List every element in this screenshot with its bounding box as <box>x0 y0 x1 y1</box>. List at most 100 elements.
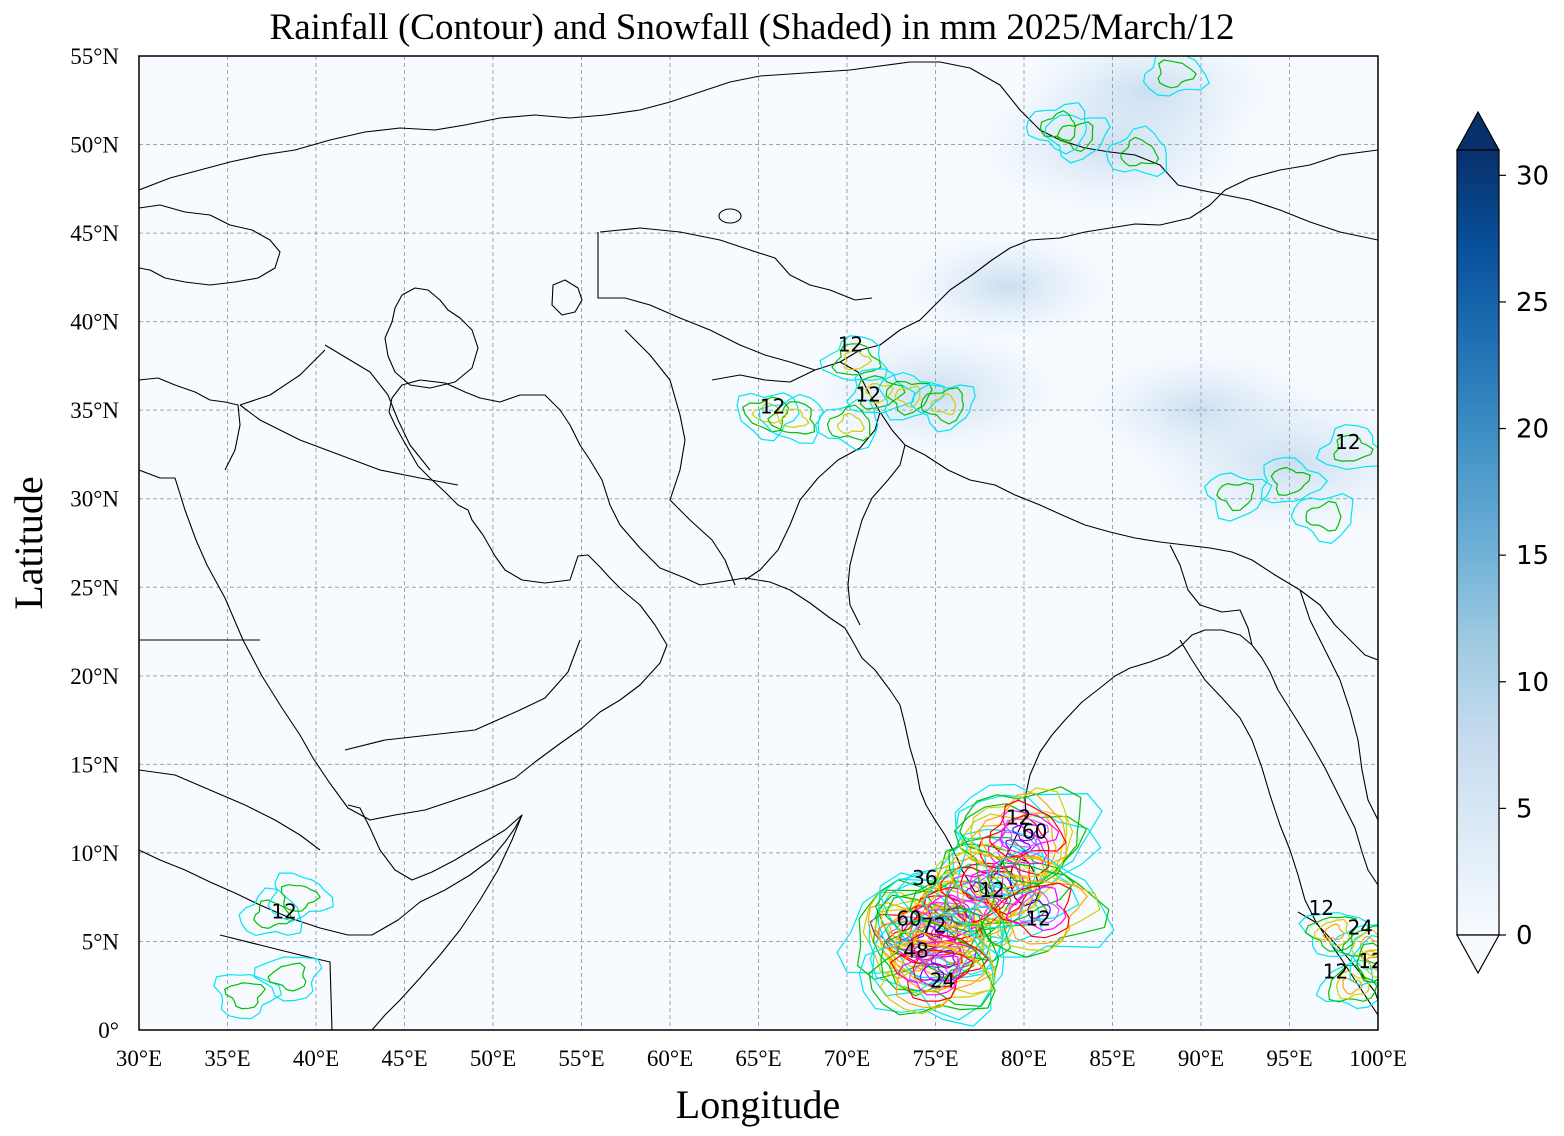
border-syria-iraq <box>239 349 326 406</box>
x-tick-label: 100°E <box>1349 1046 1407 1071</box>
rainfall-contour-line <box>890 949 974 1002</box>
gridlines <box>139 56 1378 1030</box>
x-tick-label: 90°E <box>1178 1046 1224 1071</box>
rainfall-contour-line <box>1315 424 1378 471</box>
rainfall-contour-line <box>1105 125 1168 178</box>
border-himalaya <box>904 444 1378 661</box>
contour-label: 12 <box>1335 430 1360 454</box>
rainfall-contour-line <box>912 940 977 982</box>
contour-label: 12 <box>856 382 881 406</box>
rainfall-contour-line <box>1327 964 1378 1003</box>
coastline-bay-bengal-myanmar <box>1179 639 1378 1016</box>
x-tick-label: 65°E <box>735 1046 781 1071</box>
x-axis-label: Longitude <box>676 1082 840 1127</box>
rainfall-contour-line <box>894 385 921 408</box>
colorbar-tick-label: 10 <box>1516 668 1549 698</box>
rainfall-contour-line <box>1341 925 1378 964</box>
border-afghanistan-pakistan <box>711 361 881 581</box>
rainfall-contour-line <box>909 957 952 990</box>
rainfall-contour-line <box>1290 492 1354 544</box>
colorbar-tick-label: 20 <box>1516 415 1549 445</box>
rainfall-contour-line <box>897 953 959 996</box>
rainfall-contour-line <box>280 884 321 912</box>
coastline-mediterranean <box>139 377 241 471</box>
x-tick-label: 70°E <box>824 1046 870 1071</box>
x-axis-ticks: 30°E 35°E 40°E 45°E 50°E 55°E 60°E 65°E 70°E 75°E… <box>116 1046 1407 1071</box>
rainfall-contour-line <box>858 911 994 1027</box>
colorbar-tick-label: 30 <box>1516 161 1549 191</box>
rainfall-contour-line <box>253 899 294 930</box>
rainfall-contour-line <box>826 404 871 442</box>
coastline-somalia-south <box>371 814 523 1030</box>
coastline-black-sea <box>139 204 281 286</box>
rainfall-contour-line <box>984 874 1101 952</box>
rainfall-contour-line <box>758 393 824 444</box>
border-saudi-north <box>239 404 459 486</box>
contour-label: 12 <box>838 333 863 357</box>
y-tick-label: 20°N <box>70 664 119 689</box>
contour-label: 12 <box>979 878 1004 902</box>
rainfall-contour-line <box>1039 110 1077 142</box>
colorbar-tick-label: 0 <box>1516 921 1533 951</box>
colorbar-tick-label: 5 <box>1516 794 1533 824</box>
rainfall-contour-line <box>742 396 790 433</box>
border-india-bangladesh <box>1169 544 1253 646</box>
coastline-india-east <box>1024 629 1378 886</box>
y-tick-label: 5°N <box>82 929 120 954</box>
y-tick-label: 35°N <box>70 398 119 423</box>
rainfall-contour-line <box>819 335 889 382</box>
contour-label: 12 <box>1025 907 1050 931</box>
border-iran-afghanistan <box>624 329 736 586</box>
rainfall-contour-line <box>778 408 810 429</box>
rainfall-contour-line <box>857 375 906 410</box>
rainfall-contour-line <box>945 843 1061 926</box>
y-tick-label: 10°N <box>70 841 119 866</box>
rainfall-contour-line <box>896 918 962 961</box>
rainfall-contour-line <box>1018 891 1060 924</box>
rainfall-contour-line <box>1322 923 1345 941</box>
rainfall-contour-line <box>1005 885 1067 932</box>
rainfall-contour-line <box>989 799 1067 858</box>
rainfall-contour-line <box>954 783 1103 893</box>
rainfall-contour-line <box>1342 977 1363 996</box>
rainfall-contour-line <box>894 836 1043 943</box>
x-tick-label: 45°E <box>381 1046 427 1071</box>
rainfall-contour-line <box>978 792 1067 865</box>
rainfall-contour-line <box>1335 970 1370 1000</box>
border-kazakh-russia <box>139 61 1179 191</box>
rainfall-contour-line <box>1304 916 1358 952</box>
rainfall-contour-line <box>1157 59 1197 89</box>
y-tick-label: 25°N <box>70 575 119 600</box>
rainfall-contours <box>213 56 1378 1027</box>
coastline-persian-gulf-iran <box>388 379 901 706</box>
rainfall-contour-line <box>1004 818 1050 848</box>
rainfall-contour-line <box>1359 935 1378 954</box>
rainfall-contour-line <box>1142 56 1210 97</box>
rainfall-contour-line <box>908 843 1048 933</box>
lake-balkhash-issyk <box>718 208 742 224</box>
rainfall-contour-line <box>253 956 323 1002</box>
rainfall-contour-line <box>868 918 996 1016</box>
colorbar-extend-top <box>1455 110 1501 151</box>
coastline-caspian <box>384 287 479 389</box>
rainfall-contour-line <box>930 949 956 969</box>
rainfall-contour-line <box>899 921 996 993</box>
coastlines-borders <box>139 61 1378 1030</box>
rainfall-contour-line <box>865 382 894 405</box>
rainfall-contour-line <box>1027 898 1051 920</box>
contour-label: 72 <box>921 914 946 938</box>
rainfall-contour-line <box>969 857 1025 906</box>
rainfall-contour-line <box>213 973 283 1020</box>
contour-label: 12 <box>1323 960 1348 984</box>
coastline-aral <box>551 279 583 316</box>
border-mongolia-china <box>1177 184 1378 241</box>
rainfall-contour-line <box>1204 472 1273 522</box>
rainfall-contour-line <box>920 387 965 425</box>
rainfall-contour-line <box>897 872 1014 950</box>
rainfall-contour-line <box>930 392 957 416</box>
rainfall-contour-line <box>909 880 1008 945</box>
rainfall-contour-line <box>1361 949 1378 978</box>
y-axis-label: Latitude <box>6 476 51 609</box>
rainfall-contour-line <box>1025 101 1088 155</box>
